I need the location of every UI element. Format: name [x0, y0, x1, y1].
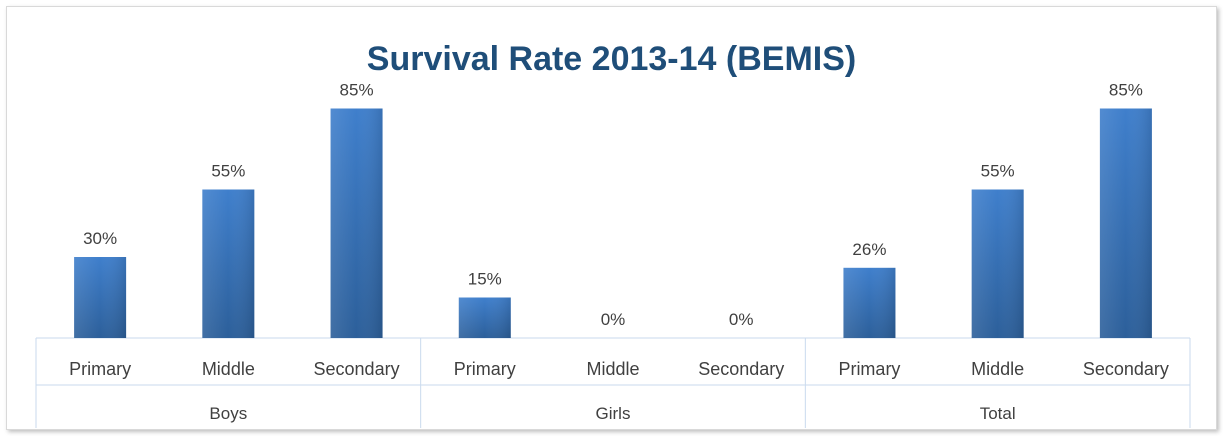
data-label: 85% — [1109, 81, 1143, 100]
data-label: 55% — [981, 162, 1015, 181]
category-label: Secondary — [1083, 359, 1169, 379]
group-label: Boys — [209, 404, 247, 423]
bar-shading — [202, 190, 254, 339]
data-label: 55% — [211, 162, 245, 181]
bar-shading — [74, 257, 126, 338]
category-label: Primary — [69, 359, 131, 379]
group-label: Girls — [596, 404, 631, 423]
category-label: Secondary — [698, 359, 784, 379]
category-axis: Boys Girls Total Primary Middle Secondary Prim… — [36, 338, 1190, 428]
bars — [74, 109, 1152, 339]
category-label: Middle — [971, 359, 1024, 379]
category-label: Primary — [454, 359, 516, 379]
data-label: 30% — [83, 229, 117, 248]
category-label: Middle — [202, 359, 255, 379]
bar-shading — [972, 190, 1024, 339]
category-label: Primary — [838, 359, 900, 379]
bar-shading — [1100, 109, 1152, 339]
data-label: 15% — [468, 270, 502, 289]
category-label: Middle — [586, 359, 639, 379]
data-label: 0% — [729, 310, 754, 329]
bar-shading — [459, 298, 511, 339]
data-label: 85% — [340, 81, 374, 100]
data-label: 26% — [852, 240, 886, 259]
data-label: 0% — [601, 310, 626, 329]
group-label: Total — [980, 404, 1016, 423]
bar-shading — [331, 109, 383, 339]
category-label: Secondary — [314, 359, 400, 379]
bar-shading — [843, 268, 895, 338]
